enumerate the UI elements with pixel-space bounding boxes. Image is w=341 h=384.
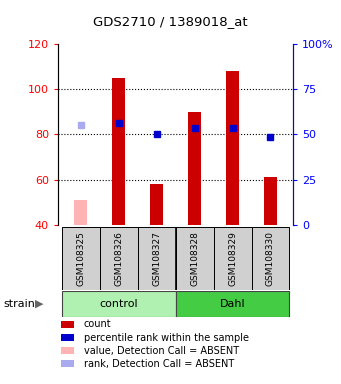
Bar: [62, 227, 100, 290]
Bar: [138, 227, 176, 290]
Bar: [213, 227, 252, 290]
Bar: [226, 71, 239, 225]
Text: GSM108325: GSM108325: [76, 231, 85, 286]
Bar: [112, 78, 125, 225]
Text: GSM108330: GSM108330: [266, 231, 275, 286]
Text: control: control: [99, 299, 138, 309]
Text: GDS2710 / 1389018_at: GDS2710 / 1389018_at: [93, 15, 248, 28]
Text: GSM108329: GSM108329: [228, 231, 237, 286]
Bar: [176, 227, 213, 290]
Bar: [188, 112, 201, 225]
Text: Dahl: Dahl: [220, 299, 246, 309]
Text: strain: strain: [3, 299, 35, 309]
Bar: [252, 227, 290, 290]
Text: value, Detection Call = ABSENT: value, Detection Call = ABSENT: [84, 346, 239, 356]
Bar: [176, 291, 290, 317]
Bar: [264, 177, 277, 225]
Bar: [62, 291, 176, 317]
Text: rank, Detection Call = ABSENT: rank, Detection Call = ABSENT: [84, 359, 234, 369]
Bar: [74, 200, 87, 225]
Text: count: count: [84, 319, 111, 329]
Bar: [150, 184, 163, 225]
Text: GSM108327: GSM108327: [152, 231, 161, 286]
Text: percentile rank within the sample: percentile rank within the sample: [84, 333, 249, 343]
Text: ▶: ▶: [35, 299, 43, 309]
Text: GSM108328: GSM108328: [190, 231, 199, 286]
Text: GSM108326: GSM108326: [114, 231, 123, 286]
Bar: [100, 227, 138, 290]
